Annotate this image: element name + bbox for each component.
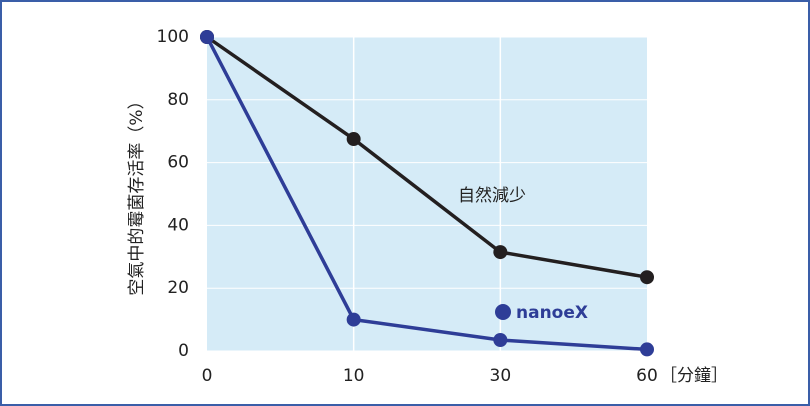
y-tick-label: 20 (167, 278, 189, 298)
y-axis-label: 空氣中的霉菌存活率（%） (127, 92, 147, 295)
point (200, 30, 214, 44)
x-tick-label: 60 (636, 366, 658, 386)
point (493, 333, 508, 348)
x-axis-label: ［分鐘］ (660, 366, 728, 386)
series-line (206, 35, 648, 279)
point (640, 342, 654, 357)
series-line (205, 36, 648, 352)
point (346, 132, 361, 147)
x-tick-label: 0 (202, 366, 213, 386)
y-tick-label: 40 (167, 215, 189, 235)
logo-mark (495, 304, 511, 320)
y-tick-label: 60 (167, 153, 189, 173)
series-label: nanoeX (516, 303, 588, 323)
x-tick-label: 30 (490, 366, 512, 386)
y-tick-label: 80 (167, 90, 189, 110)
point (493, 245, 508, 260)
point (640, 270, 654, 285)
y-tick-label: 0 (178, 341, 189, 361)
y-tick-label: 100 (157, 27, 189, 47)
point (346, 312, 361, 327)
x-tick-label: 10 (343, 366, 365, 386)
series-label: 自然減少 (458, 186, 526, 206)
